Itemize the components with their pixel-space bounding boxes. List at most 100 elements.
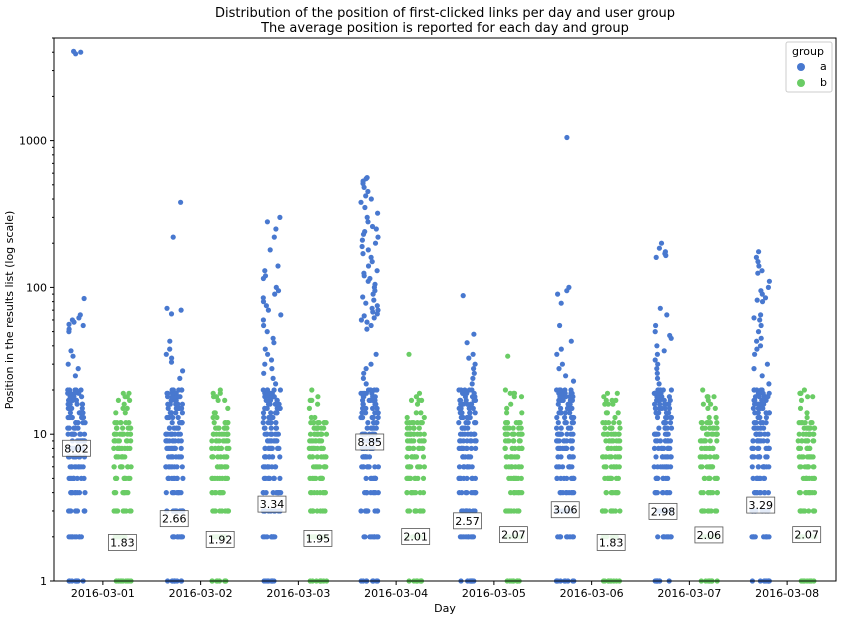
- data-point: [657, 305, 663, 311]
- data-point: [116, 438, 122, 444]
- data-point: [809, 490, 815, 496]
- data-point: [260, 410, 267, 416]
- data-point: [660, 490, 666, 496]
- data-point: [368, 361, 374, 367]
- data-point: [314, 508, 320, 514]
- data-point: [760, 405, 766, 411]
- data-point: [472, 361, 478, 367]
- data-point: [766, 381, 772, 387]
- data-point: [270, 414, 276, 421]
- data-point: [554, 475, 560, 481]
- data-point: [364, 214, 370, 220]
- data-point: [405, 464, 411, 470]
- data-point: [407, 431, 413, 437]
- data-point: [763, 414, 770, 421]
- data-point: [369, 223, 376, 230]
- data-point: [113, 490, 119, 496]
- data-point: [662, 401, 668, 407]
- data-point: [416, 425, 422, 431]
- data-point: [364, 326, 370, 332]
- data-point: [504, 454, 510, 460]
- data-point: [361, 313, 367, 319]
- data-point: [70, 353, 76, 359]
- data-point: [750, 405, 757, 411]
- data-point: [562, 420, 568, 426]
- data-point: [113, 475, 119, 481]
- data-point: [560, 445, 566, 451]
- data-point: [220, 490, 226, 496]
- data-point: [461, 464, 467, 470]
- data-point: [568, 338, 574, 344]
- data-point: [365, 420, 371, 426]
- data-point: [360, 401, 366, 407]
- data-point: [360, 414, 366, 421]
- data-point: [73, 397, 79, 403]
- data-point: [514, 454, 520, 460]
- data-point: [611, 445, 618, 451]
- data-point: [124, 405, 130, 411]
- data-point: [170, 490, 176, 496]
- data-point: [371, 420, 377, 426]
- data-point: [312, 438, 318, 444]
- data-point: [270, 375, 276, 381]
- data-point: [807, 431, 813, 437]
- data-point: [565, 534, 571, 540]
- data-point: [179, 464, 185, 470]
- data-point: [457, 534, 463, 540]
- data-point: [756, 454, 763, 460]
- data-point: [270, 335, 276, 341]
- data-point: [375, 464, 381, 470]
- data-point: [309, 387, 315, 393]
- data-point: [211, 508, 217, 514]
- data-point: [504, 410, 510, 416]
- data-point: [754, 338, 760, 344]
- data-point: [78, 49, 84, 55]
- data-point: [755, 270, 761, 276]
- data-point: [702, 425, 708, 431]
- data-point: [712, 475, 718, 481]
- data-point: [413, 410, 419, 416]
- data-point: [606, 420, 612, 426]
- data-point: [112, 420, 118, 426]
- data-point: [714, 508, 720, 514]
- data-point: [752, 394, 759, 400]
- data-point: [466, 355, 472, 361]
- data-point: [126, 420, 132, 426]
- data-point: [805, 425, 811, 431]
- data-point: [360, 231, 367, 237]
- data-point: [562, 414, 568, 421]
- data-point: [457, 438, 463, 444]
- mean-label: 1.83: [596, 534, 626, 551]
- data-point: [273, 464, 279, 470]
- data-point: [358, 317, 364, 323]
- data-point: [373, 351, 379, 357]
- data-point: [265, 307, 271, 313]
- mean-label-text: 2.06: [697, 529, 722, 542]
- data-point: [613, 397, 619, 403]
- data-point: [113, 410, 119, 416]
- data-point: [567, 410, 573, 416]
- data-point: [661, 397, 667, 403]
- data-point: [469, 464, 475, 470]
- data-point: [222, 420, 228, 426]
- data-point: [370, 291, 376, 297]
- data-point: [81, 475, 87, 481]
- data-point: [706, 508, 712, 514]
- data-point: [806, 454, 812, 460]
- data-point: [656, 381, 662, 387]
- data-point: [361, 534, 367, 540]
- data-point: [363, 366, 369, 372]
- data-point: [666, 394, 673, 400]
- data-point: [605, 445, 611, 451]
- data-point: [714, 420, 720, 426]
- data-point: [765, 284, 772, 290]
- data-point: [419, 438, 425, 444]
- data-point: [559, 361, 566, 367]
- data-point: [260, 387, 266, 393]
- data-point: [570, 454, 576, 460]
- data-point: [72, 387, 78, 393]
- data-point: [661, 420, 667, 426]
- data-point: [72, 425, 78, 431]
- data-point: [519, 410, 525, 416]
- data-point: [318, 445, 324, 451]
